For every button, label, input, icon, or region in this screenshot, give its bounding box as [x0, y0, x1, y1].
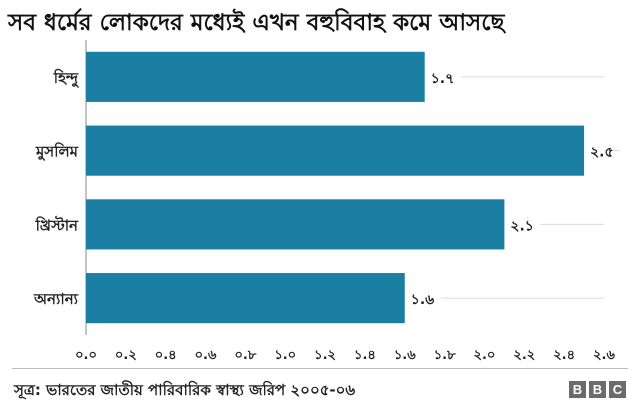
x-tick-label-1: ০.২	[115, 348, 137, 363]
value-label-0: ১.৭	[431, 71, 455, 87]
x-tick-label-13: ২.৬	[593, 348, 615, 363]
bar-2	[86, 199, 505, 250]
x-tick-label-10: ২.০	[474, 348, 496, 363]
source-note: সূত্র: ভারতের জাতীয় পারিবারিক স্বাস্থ্য…	[14, 381, 356, 399]
x-tick-label-0: ০.০	[75, 348, 97, 363]
value-label-2: ২.১	[510, 218, 534, 234]
bar-1	[86, 125, 585, 176]
x-tick-label-7: ১.৪	[354, 348, 376, 363]
footer-divider	[12, 368, 628, 369]
chart-title: সব ধর্মের লোকদের মধ্যেই এখন বহুবিবাহ কমে…	[8, 10, 505, 36]
x-tick-label-6: ১.২	[314, 348, 336, 363]
bar-3	[86, 273, 405, 324]
x-tick-label-2: ০.৪	[155, 348, 177, 363]
bbc-logo: B B C	[569, 381, 626, 398]
category-label-1: মুসলিম	[35, 142, 79, 161]
category-label-2: খ্রিস্টান	[35, 215, 79, 234]
x-tick-label-12: ২.৪	[553, 348, 575, 363]
bar-chart: হিন্দু ১.৭ মুসলিম ২.৫ খ্রিস্টান ২.১ অন্যান্য ১.…	[33, 40, 621, 363]
bar-0	[86, 51, 425, 102]
x-tick-label-9: ১.৮	[434, 348, 456, 363]
x-tick-label-4: ০.৮	[234, 348, 256, 363]
x-tick-label-3: ০.৬	[195, 348, 217, 363]
category-label-3: অন্যান্য	[33, 290, 79, 308]
x-tick-label-5: ১.০	[274, 348, 296, 363]
x-tick-label-8: ১.৬	[394, 348, 416, 363]
bbc-logo-letter-1: B	[569, 381, 586, 398]
category-label-0: হিন্দু	[53, 68, 80, 88]
value-label-3: ১.৬	[411, 292, 435, 308]
bbc-logo-letter-2: B	[589, 381, 606, 398]
x-tick-label-11: ২.২	[513, 348, 535, 363]
value-label-1: ২.৫	[590, 145, 614, 161]
bbc-logo-letter-3: C	[609, 381, 626, 398]
